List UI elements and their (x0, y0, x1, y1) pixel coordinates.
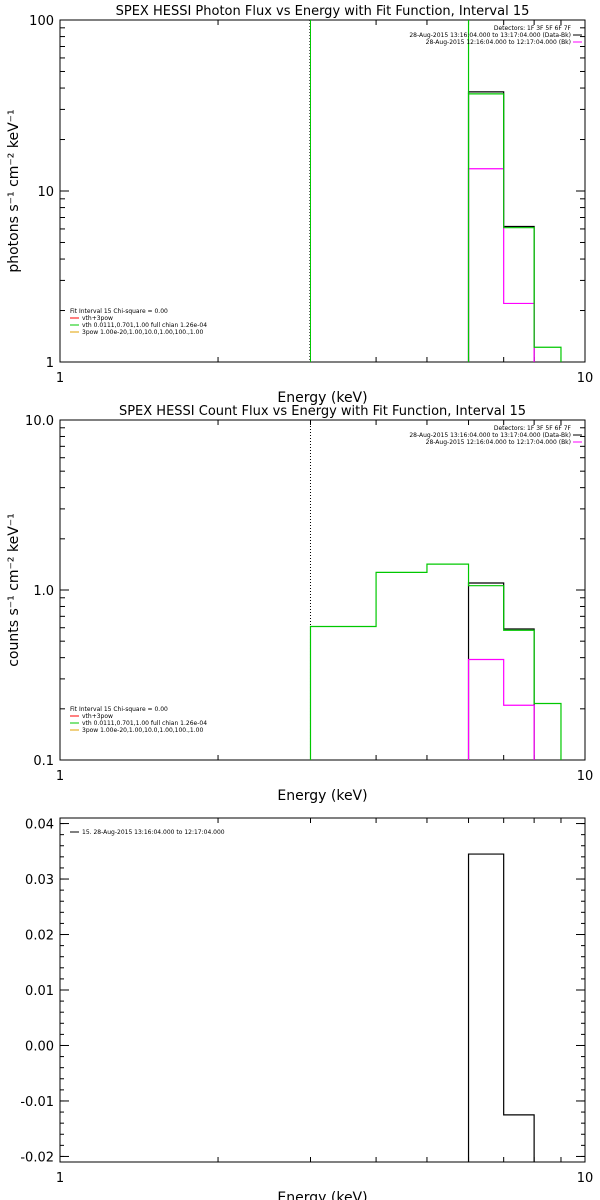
panel1-y-tick-label: 10 (37, 185, 54, 200)
panel2-y-axis-label: counts s⁻¹ cm⁻² keV⁻¹ (6, 513, 22, 667)
panel2-series-2-steps (309, 563, 562, 760)
panel2-legend-line: Fit Interval 15 Chi-square = 0.00 (70, 706, 168, 713)
panel1-x-tick-label: 10 (577, 371, 594, 386)
panel3-legend-line: 15. 28-Aug-2015 13:16:04.000 to 12:17:04… (82, 829, 225, 836)
panel2-x-tick-label: 10 (577, 769, 594, 784)
panel1-series-2-steps (467, 93, 562, 362)
panel3-y-tick-label: 0.01 (25, 984, 54, 999)
panel1-legend-line: Fit Interval 15 Chi-square = 0.00 (70, 308, 168, 315)
panel1-legend-line: vth 0.0111,0.701,1.00 full chian 1.26e-0… (82, 322, 207, 329)
panel2-y-tick-label: 10.0 (25, 414, 54, 429)
panel3-y-tick-label: 0.00 (25, 1039, 54, 1054)
panel2-header-line: 28-Aug-2015 12:16:04.000 to 12:17:04.000… (426, 439, 571, 446)
panel1-legend-line: 3pow 1.00e-20,1.00,10.0,1.00,100.,1.00 (82, 329, 203, 336)
panel3-plot-frame (59, 817, 586, 1163)
panel2-legend-line: vth 0.0111,0.701,1.00 full chian 1.26e-0… (82, 720, 207, 727)
panel3-y-tick-label: 0.03 (25, 873, 54, 888)
panel2-x-axis-label: Energy (keV) (277, 788, 367, 804)
panel1-header-line: Detectors: 1F 3F 5F 6F 7F (494, 25, 572, 32)
panel3-y-tick-label: -0.02 (20, 1150, 54, 1165)
panel1-x-tick-label: 1 (56, 371, 64, 386)
panel2-legend-line: vth+3pow (82, 713, 113, 720)
panel3-y-tick-label: 0.04 (25, 818, 54, 833)
panel3-series-0-steps (467, 853, 535, 1162)
panel1-header-line: 28-Aug-2015 13:16:04.000 to 13:17:04.000… (409, 32, 571, 39)
panel2-header-line: 28-Aug-2015 13:16:04.000 to 13:17:04.000… (409, 432, 571, 439)
panel3-y-tick-label: -0.01 (20, 1095, 54, 1110)
panel3-x-axis-label: Energy (keV) (277, 1190, 367, 1200)
panel1-y-tick-label: 1 (46, 356, 54, 371)
panel2-legend-line: 3pow 1.00e-20,1.00,10.0,1.00,100.,1.00 (82, 727, 203, 734)
panel2-title: SPEX HESSI Count Flux vs Energy with Fit… (119, 404, 526, 419)
panel1-series-0-steps (467, 91, 535, 362)
panel2-series-1-steps (467, 658, 535, 760)
panel1-y-tick-label: 100 (29, 14, 54, 29)
panel1-y-axis-label: photons s⁻¹ cm⁻² keV⁻¹ (6, 109, 22, 272)
panel1-title: SPEX HESSI Photon Flux vs Energy with Fi… (116, 4, 530, 19)
panel1-legend-line: vth+3pow (82, 315, 113, 322)
panel1-series-1-steps (467, 168, 535, 362)
panel2-series-0-steps (467, 582, 535, 760)
panel1-header-line: 28-Aug-2015 12:16:04.000 to 12:17:04.000… (426, 39, 571, 46)
panel3-x-tick-label: 1 (56, 1171, 64, 1186)
panel1-x-axis-label: Energy (keV) (277, 390, 367, 406)
panel3-y-tick-label: 0.02 (25, 929, 54, 944)
panel2-y-tick-label: 1.0 (33, 584, 54, 599)
panel2-x-tick-label: 1 (56, 769, 64, 784)
panel2-y-tick-label: 0.1 (33, 754, 54, 769)
panel2-header-line: Detectors: 1F 3F 5F 6F 7F (494, 425, 572, 432)
panel3-x-tick-label: 10 (577, 1171, 594, 1186)
